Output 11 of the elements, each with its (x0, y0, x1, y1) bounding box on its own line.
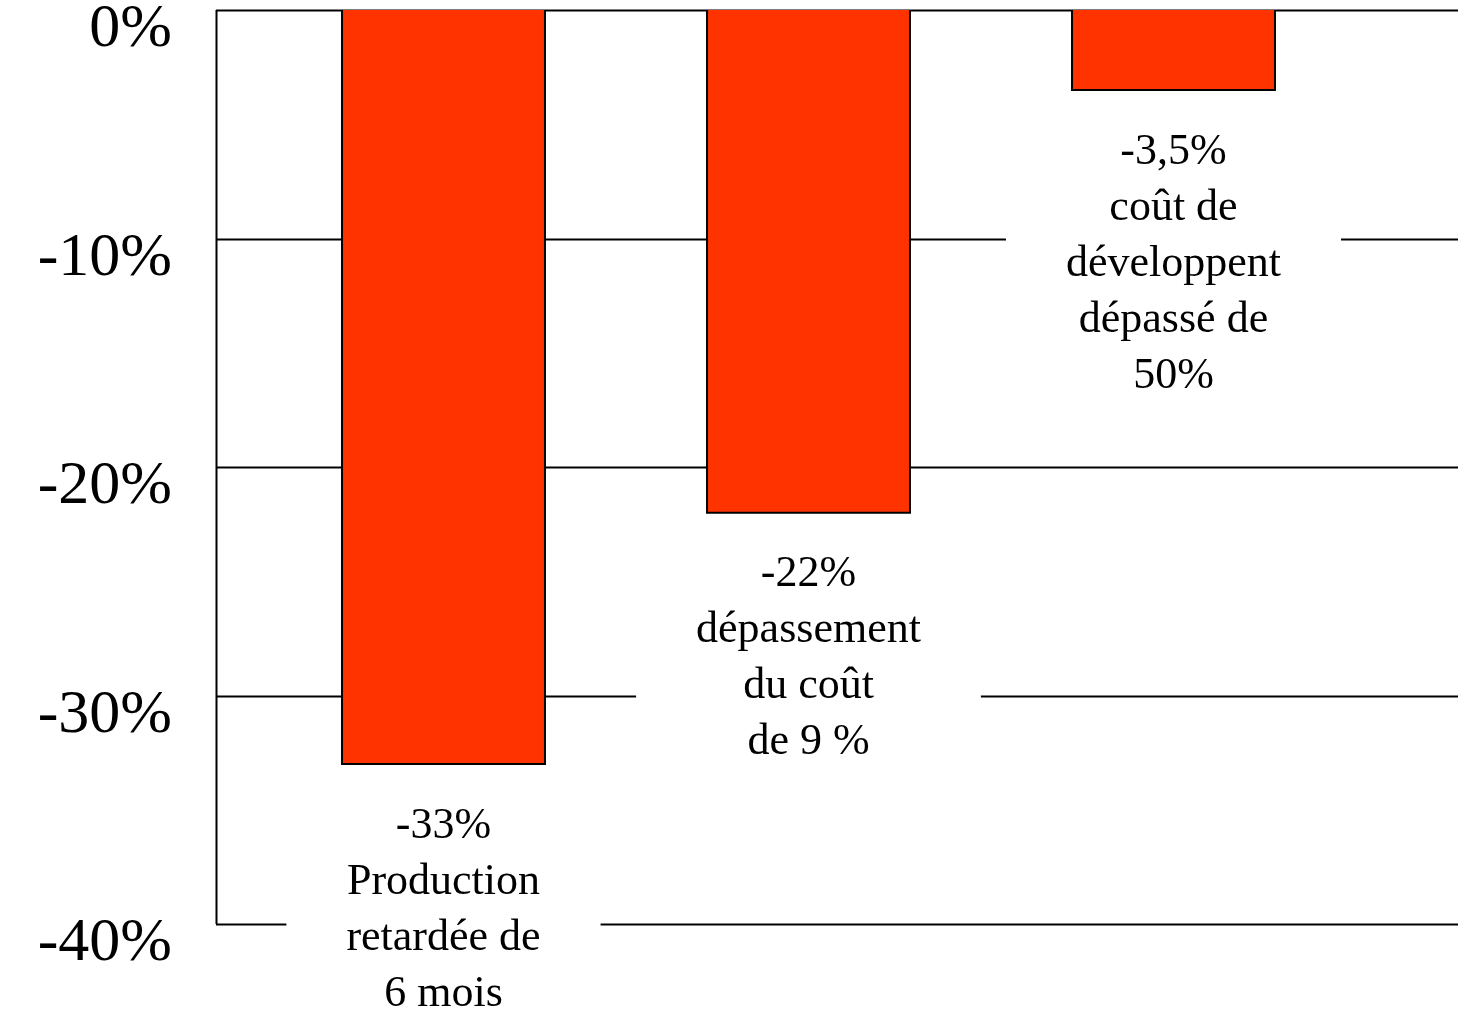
x-tick-label: dépassement du coût de 9 % (696, 603, 921, 765)
y-tick-label: -40% (37, 905, 172, 974)
y-tick-label: 0% (89, 0, 172, 60)
x-tick-label: coût de développent dépassé de 50% (1065, 180, 1282, 398)
data-label: -3,5% (1120, 124, 1227, 174)
data-label: -33% (395, 798, 492, 848)
x-tick-label: Production retardée de 6 mois (346, 854, 541, 1016)
y-tick-label: -30% (37, 676, 172, 745)
y-tick-label: -20% (37, 448, 172, 517)
data-label: -22% (760, 547, 857, 597)
y-tick-label: -10% (37, 219, 172, 288)
